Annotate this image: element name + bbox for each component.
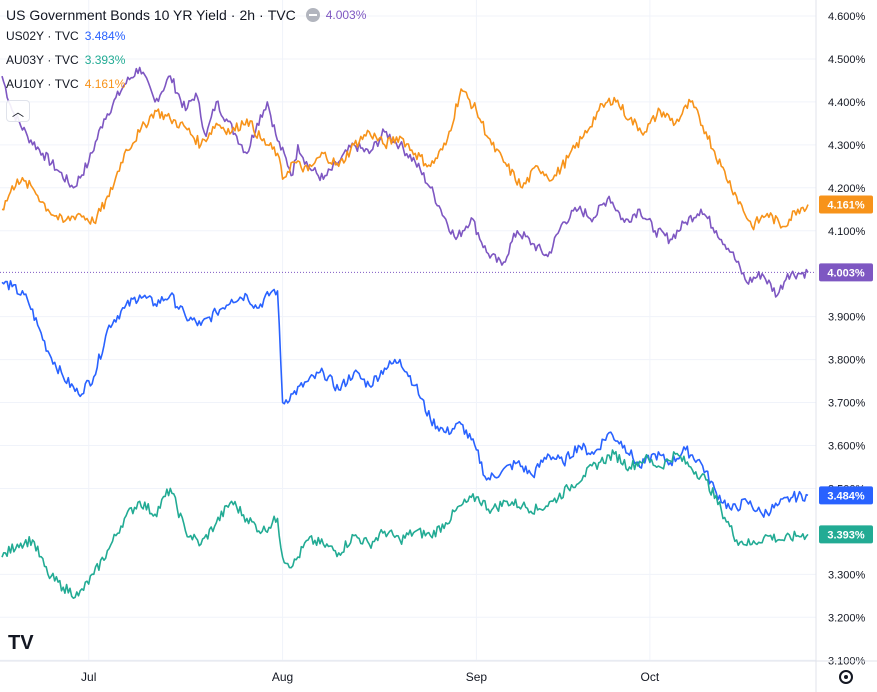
legend-row-au03y[interactable]: AU03Y · TVC 3.393% <box>6 53 126 67</box>
legend-symbol: AU10Y <box>6 77 45 91</box>
tradingview-logo-icon[interactable]: TV <box>8 632 34 654</box>
chevron-up-icon[interactable]: ︿ <box>6 100 30 122</box>
eye-icon[interactable] <box>305 8 320 22</box>
y-tick-label: 3.600% <box>828 441 866 453</box>
last-value-label: 3.484% <box>827 490 865 502</box>
legend-main-row[interactable]: US Government Bonds 10 YR Yield · 2h · T… <box>6 7 367 23</box>
y-tick-label: 4.200% <box>828 183 866 195</box>
legend-source: TVC <box>54 77 79 91</box>
y-tick-label: 3.900% <box>828 312 866 324</box>
y-tick-label: 3.200% <box>828 612 866 624</box>
legend-value: 3.484% <box>84 29 126 43</box>
x-tick-label: Oct <box>641 670 660 684</box>
last-value-badge <box>819 525 873 544</box>
last-value-badge <box>819 263 873 282</box>
x-tick-label: Aug <box>272 670 293 684</box>
series-line-us10y <box>1 66 809 298</box>
legend-row-au10y[interactable]: AU10Y · TVC 4.161% <box>6 77 126 91</box>
legend-interval: 2h <box>239 7 256 23</box>
series-line-au10y <box>1 88 809 231</box>
legend-source: TVC <box>54 53 79 67</box>
legend-value: 4.161% <box>84 77 126 91</box>
last-value-badge <box>819 486 873 505</box>
legend-symbol: AU03Y <box>6 53 45 67</box>
y-tick-label: 3.800% <box>828 355 866 367</box>
legend-source: TVC <box>54 29 79 43</box>
y-tick-label: 4.300% <box>828 140 866 152</box>
y-tick-label: 3.700% <box>828 398 866 410</box>
legend-value: 3.393% <box>84 53 126 67</box>
legend-row-us02y[interactable]: US02Y · TVC 3.484% <box>6 29 126 43</box>
legend-source: TVC <box>267 7 296 23</box>
chart-legend: US Government Bonds 10 YR Yield · 2h · T… <box>6 6 366 96</box>
legend-symbol: US02Y <box>6 29 45 43</box>
last-value-badge <box>819 195 873 214</box>
legend-main-value: 4.003% <box>325 8 367 22</box>
y-tick-label: 4.600% <box>828 11 866 23</box>
last-value-label: 4.161% <box>827 200 865 212</box>
series-line-au03y <box>1 449 809 599</box>
y-tick-label: 3.300% <box>828 569 866 581</box>
legend-title: US Government Bonds 10 YR Yield <box>6 7 227 23</box>
last-value-label: 4.003% <box>827 267 865 279</box>
y-tick-label: 4.500% <box>828 54 866 66</box>
x-tick-label: Jul <box>81 670 96 684</box>
y-tick-label: 4.400% <box>828 97 866 109</box>
x-tick-label: Sep <box>466 670 488 684</box>
gear-icon[interactable] <box>839 670 853 684</box>
last-value-label: 3.393% <box>827 529 865 541</box>
y-tick-label: 4.100% <box>828 226 866 238</box>
